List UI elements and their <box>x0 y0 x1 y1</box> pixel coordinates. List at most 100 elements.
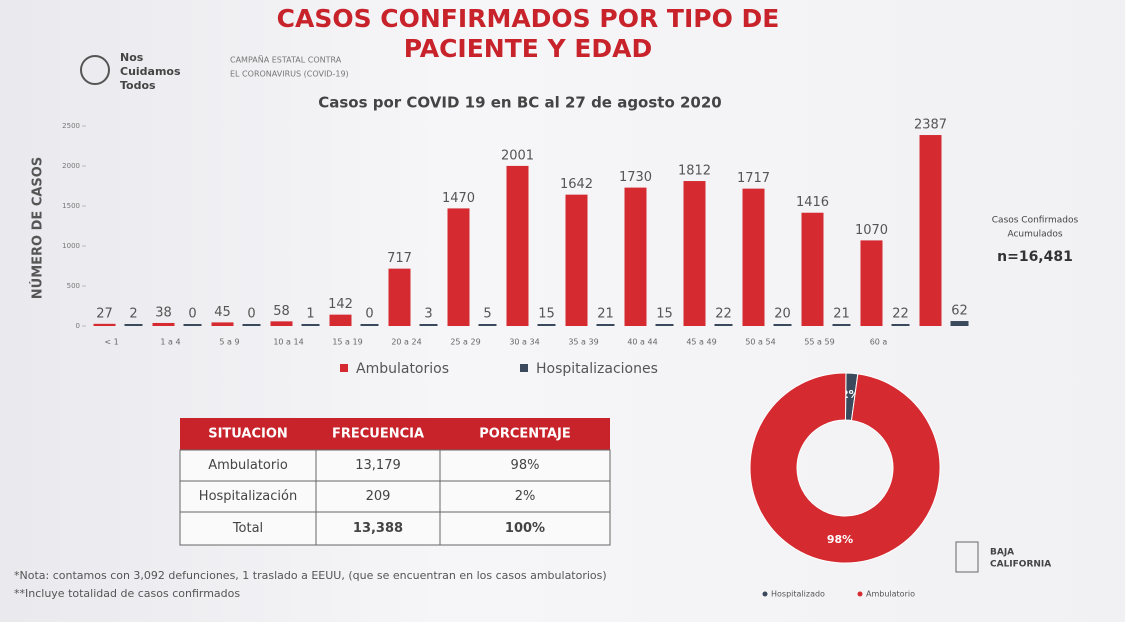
value-label: 142 <box>328 297 353 312</box>
value-label: 1470 <box>442 191 475 206</box>
value-label: 5 <box>483 307 491 322</box>
bar <box>447 208 470 326</box>
note: **Incluye totalidad de casos confirmados <box>14 587 240 600</box>
bar <box>919 135 942 326</box>
campaign: EL CORONAVIRUS (COVID-19) <box>230 70 349 79</box>
value-label: 3 <box>424 307 432 322</box>
table-header: PORCENTAJE <box>479 427 571 442</box>
x-tick-label: < 1 <box>104 338 118 347</box>
bar <box>211 322 234 326</box>
table-cell: 13,179 <box>355 458 401 473</box>
bar <box>565 194 588 326</box>
bar <box>655 324 674 326</box>
legend-swatch <box>520 364 528 372</box>
note: *Nota: contamos con 3,092 defunciones, 1… <box>14 569 607 582</box>
bar <box>419 324 438 326</box>
value-label: 22 <box>892 307 909 322</box>
value-label: 1730 <box>619 170 652 185</box>
y-tick-label: 2000 <box>62 162 80 170</box>
legend-label: Ambulatorio <box>866 590 915 599</box>
bar <box>537 324 556 326</box>
footer-logo-icon <box>955 541 979 573</box>
table-cell: 2% <box>515 489 536 504</box>
value-label: 15 <box>656 307 673 322</box>
chart-subtitle: Casos por COVID 19 en BC al 27 de agosto… <box>318 94 721 112</box>
value-label: 0 <box>188 307 196 322</box>
table-cell: 98% <box>511 458 540 473</box>
value-label: 21 <box>597 307 614 322</box>
value-label: 2001 <box>501 148 534 163</box>
y-tick-label: 0 <box>76 322 80 330</box>
legend-swatch <box>857 591 863 597</box>
value-label: 58 <box>273 304 290 319</box>
value-label: 2 <box>129 307 137 322</box>
x-tick-label: 10 a 14 <box>273 338 303 347</box>
value-label: 21 <box>833 307 850 322</box>
logo-text: Cuidamos <box>120 65 181 78</box>
y-tick-label: 1500 <box>62 202 80 210</box>
table-cell: 209 <box>366 489 391 504</box>
donut-segment <box>749 372 941 564</box>
bar <box>683 181 706 326</box>
value-label: 1070 <box>855 223 888 238</box>
table-row <box>179 511 611 546</box>
bar <box>152 322 175 326</box>
bar <box>773 324 792 326</box>
bar <box>270 321 293 326</box>
value-label: 1717 <box>737 171 770 186</box>
value-label: 62 <box>951 304 968 319</box>
table-row <box>179 449 611 482</box>
bar <box>624 187 647 326</box>
bar <box>506 165 529 326</box>
table-header: FRECUENCIA <box>332 427 424 442</box>
logo-text: Nos <box>120 51 144 64</box>
side-label: Casos Confirmados <box>992 216 1079 226</box>
bar <box>860 240 883 326</box>
x-tick-label: 35 a 39 <box>568 338 598 347</box>
donut-label: 98% <box>827 533 853 546</box>
value-label: 0 <box>247 307 255 322</box>
x-tick-label: 1 a 4 <box>160 338 180 347</box>
bar <box>714 324 733 326</box>
x-tick-label: 25 a 29 <box>450 338 480 347</box>
y-tick-label: 1000 <box>62 242 80 250</box>
table-header: SITUACION <box>208 427 288 442</box>
x-tick-label: 50 a 54 <box>745 338 775 347</box>
footer-logo: BAJA <box>990 548 1014 558</box>
x-tick-label: 30 a 34 <box>509 338 539 347</box>
footer-logo: CALIFORNIA <box>990 560 1051 570</box>
campaign: CAMPAÑA ESTATAL CONTRA <box>230 55 342 65</box>
table-header-bg <box>180 418 610 450</box>
value-label: 20 <box>774 307 791 322</box>
table: SITUACION FRECUENCIA PORCENTAJE Ambulatorio… <box>179 418 611 546</box>
value-label: 22 <box>715 307 732 322</box>
bar <box>832 324 851 326</box>
y-axis-label: NÚMERO DE CASOS <box>30 157 46 299</box>
logo-text: Todos <box>120 79 156 92</box>
bar <box>329 314 352 326</box>
x-tick-label: 5 a 9 <box>219 338 239 347</box>
value-label: 27 <box>96 306 113 321</box>
y-tick-label: 500 <box>67 282 80 290</box>
bar <box>124 324 143 326</box>
x-tick-label: 20 a 24 <box>391 338 421 347</box>
x-tick-label: 45 a 49 <box>686 338 716 347</box>
y-tick-label: 2500 <box>62 122 80 130</box>
x-tick-label: 55 a 59 <box>804 338 834 347</box>
legend-swatch <box>762 591 768 597</box>
bar <box>301 324 320 326</box>
bar <box>891 324 910 326</box>
value-label: 717 <box>387 251 412 266</box>
bar <box>950 321 969 326</box>
legend-label: Hospitalizado <box>771 590 825 599</box>
value-label: 2387 <box>914 118 947 133</box>
bar <box>183 324 202 326</box>
bar <box>801 212 824 326</box>
bar <box>478 324 497 326</box>
x-tick-label: 60 a <box>870 338 888 347</box>
x-tick-label: 15 a 19 <box>332 338 362 347</box>
value-label: 0 <box>365 307 373 322</box>
value-label: 15 <box>538 307 555 322</box>
value-label: 1 <box>306 307 314 322</box>
